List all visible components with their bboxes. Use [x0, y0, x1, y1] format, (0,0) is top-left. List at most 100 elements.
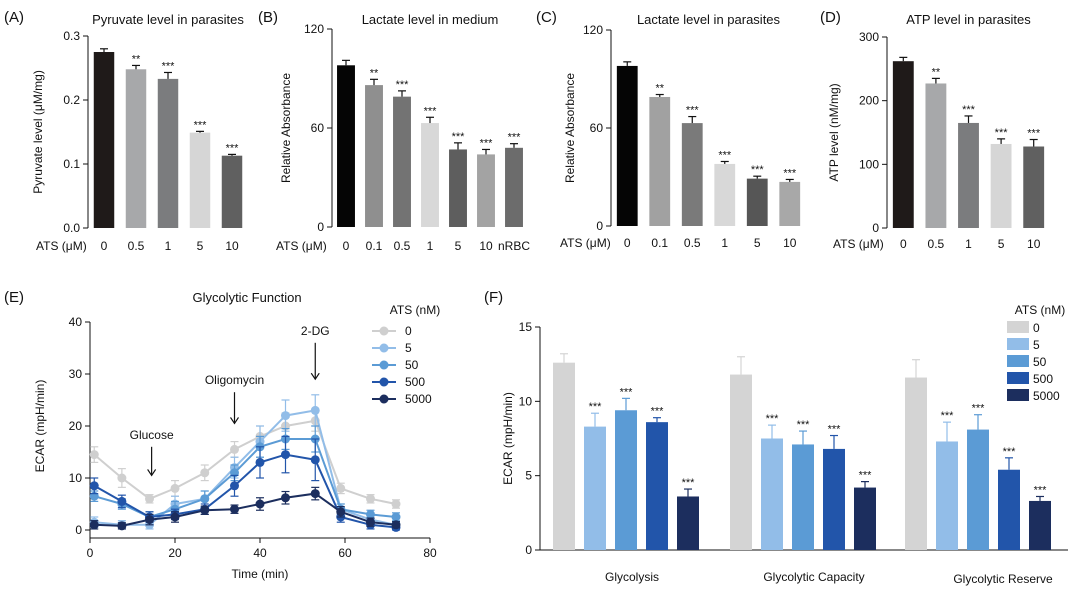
x-tick-label: 20: [168, 546, 182, 560]
y-tick-label: 0: [525, 543, 532, 557]
legend-swatch-marker: [379, 343, 389, 353]
bar-50: [615, 410, 637, 550]
x-tick-label: 1: [965, 237, 972, 251]
bar-5000: [854, 487, 876, 550]
panel-label: (A): [4, 9, 24, 26]
x-tick-label: 0.1: [366, 239, 383, 253]
y-axis-label: Pyruvate level (μM/mg): [31, 70, 45, 194]
series-line: [94, 492, 397, 527]
error-bar: [931, 77, 940, 84]
data-point: [170, 512, 180, 522]
significance-label: ***: [396, 79, 410, 91]
panel-5: (F) 0 5 10 15 ECAR (mpH/min) *** *** *** *** Glyco…: [484, 289, 1068, 586]
data-point: [310, 455, 320, 465]
legend-entry: 5: [1033, 338, 1040, 352]
data-point: [336, 507, 346, 517]
panel-label: (B): [258, 9, 278, 26]
error-bar: [426, 116, 434, 124]
bar-10: [221, 155, 243, 228]
annotation-glucose: Glucose: [130, 428, 174, 477]
error-bar: [164, 71, 172, 79]
panel-0: (A) Pyruvate level in parasites 0.0 0.1 0.2 0…: [4, 9, 244, 253]
bar-10: [477, 154, 495, 227]
data-point: [366, 509, 375, 519]
significance-label: ***: [452, 131, 466, 143]
data-point: [200, 494, 210, 504]
error-bar: [228, 153, 236, 156]
y-tick-label: 30: [69, 367, 83, 381]
error-bar: [720, 160, 729, 164]
error-bar: [753, 175, 762, 179]
panel-label: (D): [820, 9, 841, 26]
annotation-label: Glucose: [130, 428, 174, 442]
bar-500: [823, 448, 845, 550]
x-tick-label: nRBC: [498, 239, 530, 253]
group-glycolytic-capacity: *** *** *** *** Glycolytic Capacity: [730, 356, 876, 584]
annotation-label: Oligomycin: [205, 373, 264, 387]
legend-swatch: [1007, 338, 1029, 350]
bar-0: [93, 52, 115, 228]
annotation-oligomycin: Oligomycin: [205, 373, 264, 425]
chart-title: Glycolytic Function: [192, 290, 301, 305]
significance-label: ***: [751, 164, 765, 176]
data-point: [336, 483, 346, 493]
x-tick-label: 1: [721, 236, 728, 250]
x-tick-label: 0.1: [651, 236, 668, 250]
error-bar: [737, 356, 745, 375]
bar-5000: [1029, 500, 1051, 550]
series-5000: [89, 486, 401, 531]
bar-5: [761, 438, 783, 550]
data-point: [200, 468, 210, 478]
x-tick-label: 1: [427, 239, 434, 253]
error-bar: [398, 90, 406, 97]
legend-swatch: [1007, 355, 1029, 367]
data-point: [391, 499, 401, 509]
data-point: [200, 505, 210, 515]
bar-0: [337, 65, 355, 227]
y-axis-label: ECAR (mpH/min): [33, 380, 47, 473]
x-axis-label: ATS (μM): [276, 239, 327, 253]
error-bar: [1005, 457, 1013, 470]
significance-label: ***: [620, 386, 634, 398]
bar-0: [616, 65, 638, 226]
x-tick-label: Glycolysis: [605, 570, 659, 584]
significance-label: ***: [797, 419, 811, 431]
error-bar: [100, 48, 108, 52]
significance-label: ***: [194, 119, 208, 131]
y-tick-label: 15: [519, 320, 533, 334]
y-tick-label: 300: [859, 30, 879, 44]
error-bar: [196, 130, 204, 133]
error-bar: [768, 424, 776, 439]
legend-entry: 5: [405, 341, 412, 355]
chart-title: Lactate level in medium: [362, 12, 499, 27]
significance-label: ***: [686, 105, 700, 117]
x-tick-label: 40: [253, 546, 267, 560]
x-axis-label: Time (min): [232, 567, 289, 581]
group-glycolytic-reserve: *** *** *** *** Glycolytic Reserve: [905, 359, 1053, 586]
y-tick-label: 0: [596, 219, 603, 233]
bar-5: [584, 426, 606, 550]
bar-1: [157, 78, 179, 228]
chart-title: Pyruvate level in parasites: [92, 12, 244, 27]
y-tick-label: 60: [311, 121, 325, 135]
x-tick-label: 0.5: [928, 237, 945, 251]
error-bar: [623, 61, 632, 66]
error-bar: [688, 115, 697, 124]
data-point: [145, 494, 154, 504]
y-tick-label: 0: [75, 523, 82, 537]
error-bar: [964, 115, 973, 123]
y-tick-label: 100: [859, 157, 879, 171]
legend-swatch: [1007, 389, 1029, 401]
x-tick-label: 10: [783, 236, 797, 250]
data-point: [281, 493, 290, 503]
y-tick-label: 0.0: [63, 221, 80, 235]
data-point: [145, 515, 154, 525]
data-point: [310, 405, 320, 415]
bar-0: [553, 362, 575, 550]
bar-5: [936, 441, 958, 550]
significance-label: ***: [651, 406, 665, 418]
y-tick-label: 60: [590, 121, 604, 135]
x-tick-label: 10: [1027, 237, 1041, 251]
significance-label: ***: [480, 137, 494, 149]
bar-1: [421, 123, 439, 227]
